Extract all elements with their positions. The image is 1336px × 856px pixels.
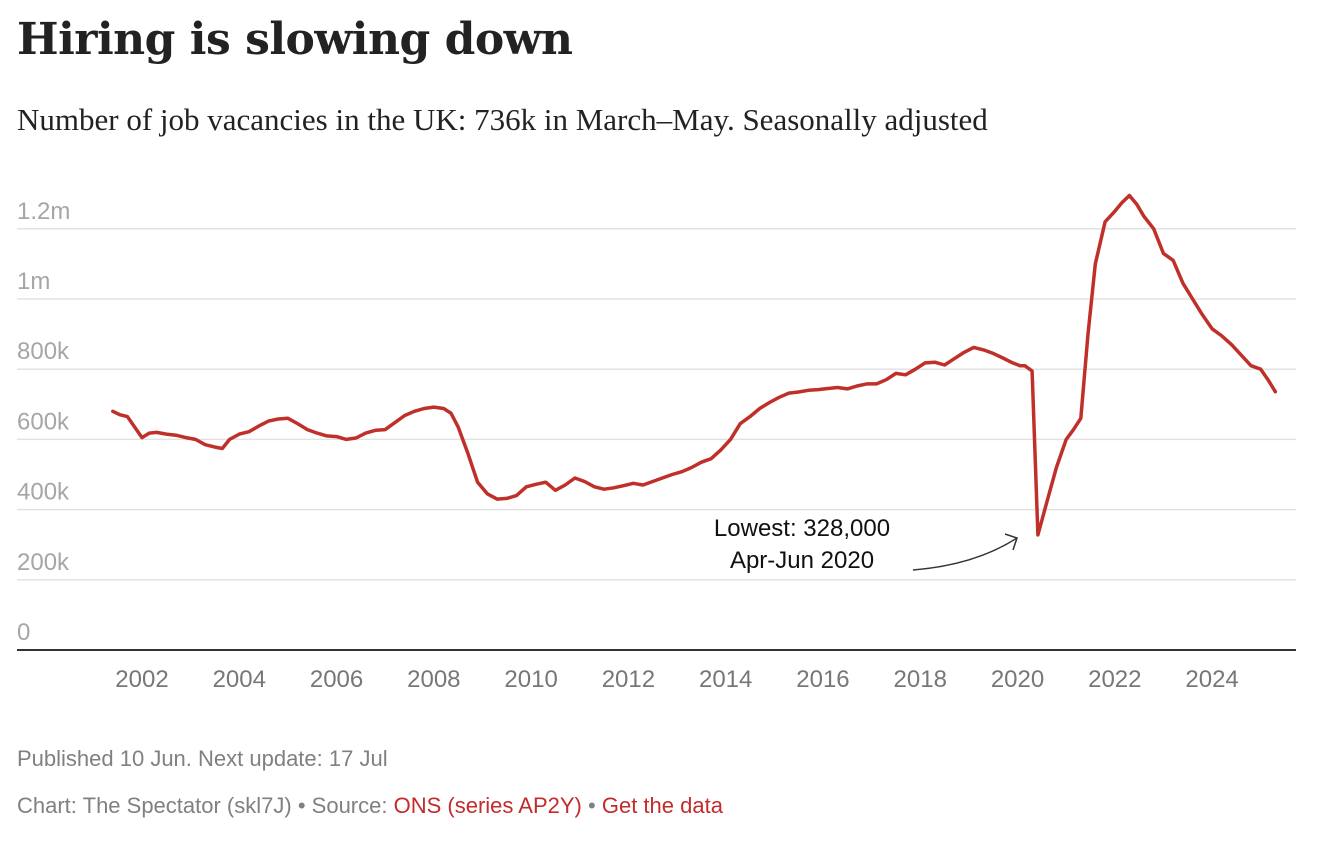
chart-credits: Chart: The Spectator (skl7J) • Source: O…: [17, 793, 723, 819]
x-tick-label: 2024: [1185, 666, 1238, 693]
y-tick-label: 1m: [17, 268, 50, 295]
x-tick-label: 2022: [1088, 666, 1141, 693]
annotation-arrowhead: [1004, 533, 1018, 551]
annotation-arrow: [912, 537, 1018, 571]
x-tick-label: 2016: [796, 666, 849, 693]
annotation-line1: Lowest: 328,000: [714, 515, 890, 542]
y-axis-ticks: 0 200k 400k 600k 800k 1m 1.2m: [17, 198, 70, 646]
separator: •: [297, 793, 306, 818]
x-tick-label: 2012: [602, 666, 655, 693]
vacancies-line: [111, 193, 1278, 537]
y-tick-label: 600k: [17, 408, 70, 435]
line-chart: 0 200k 400k 600k 800k 1m 1.2m 2002 2004 2006 2008…: [17, 193, 1296, 693]
x-tick-label: 2008: [407, 666, 460, 693]
source-label: Source:: [311, 793, 388, 818]
chart-title: Hiring is slowing down: [17, 14, 573, 65]
x-tick-label: 2010: [504, 666, 557, 693]
x-tick-label: 2006: [310, 666, 363, 693]
annotation-line2: Apr-Jun 2020: [730, 547, 874, 574]
gridlines: [17, 228, 1296, 581]
get-data-link[interactable]: Get the data: [601, 793, 723, 818]
credit-text: Chart: The Spectator (skl7J): [17, 793, 292, 818]
publish-note: Published 10 Jun. Next update: 17 Jul: [17, 746, 388, 771]
x-tick-label: 2018: [894, 666, 947, 693]
y-tick-label: 400k: [17, 479, 70, 506]
x-tick-label: 2004: [213, 666, 266, 693]
x-tick-label: 2020: [991, 666, 1044, 693]
annotation-lowest: Lowest: 328,000 Apr-Jun 2020: [714, 515, 1018, 574]
separator: •: [588, 793, 596, 818]
x-tick-label: 2014: [699, 666, 752, 693]
y-tick-label: 200k: [17, 549, 70, 576]
x-tick-label: 2002: [115, 666, 168, 693]
chart-subtitle: Number of job vacancies in the UK: 736k …: [17, 102, 988, 137]
x-axis-ticks: 2002 2004 2006 2008 2010 2012 2014 2016 2018 2020…: [115, 666, 1238, 693]
y-tick-label: 800k: [17, 338, 70, 365]
y-tick-label: 1.2m: [17, 198, 70, 225]
source-link[interactable]: ONS (series AP2Y): [393, 793, 582, 818]
y-tick-label: 0: [17, 619, 30, 646]
